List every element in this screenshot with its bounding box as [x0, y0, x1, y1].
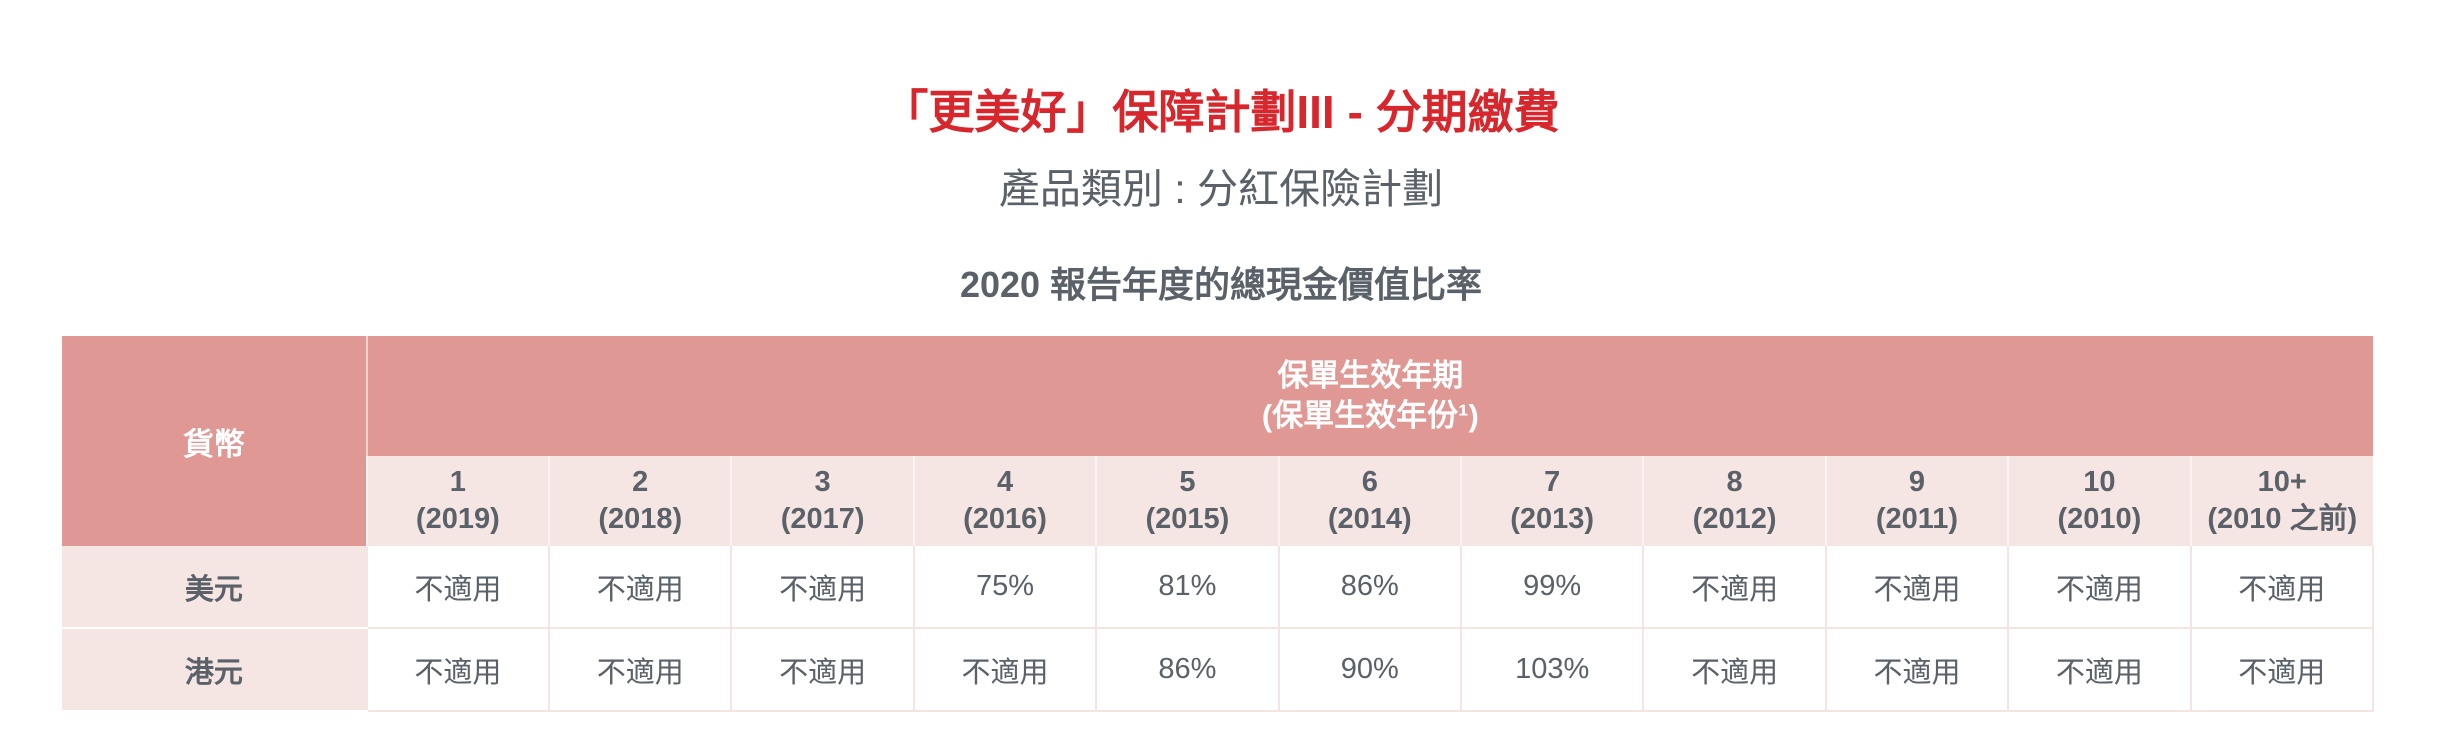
cash-value-table-container: 貨幣 保單生效年期 (保單生效年份¹) 1 (2019) 2 (2018) 3 (2017…: [62, 336, 2375, 712]
policy-year-header-line1: 保單生效年期: [1277, 358, 1464, 393]
cash-value-ratio-cell: 不適用: [912, 628, 1097, 712]
plan-title: 「更美好」保障計劃III - 分期繳費: [882, 86, 1560, 138]
policy-issue-year: (2012): [1692, 503, 1777, 535]
policy-issue-year: (2016): [963, 503, 1047, 535]
cash-value-ratio-cell: 不適用: [730, 628, 914, 712]
policy-year-number: 10+: [2257, 466, 2307, 498]
cash-value-ratio-cell: 不適用: [2189, 628, 2375, 712]
cash-value-ratio-cell: 不適用: [548, 628, 732, 712]
year-column-header: 7 (2013): [1459, 456, 1644, 546]
year-column-header: 1 (2019): [365, 456, 550, 546]
year-column-header: 10 (2010): [2007, 456, 2191, 546]
table-row: 港元 不適用 不適用 不適用 不適用 86% 90% 103% 不適用 不適用 不適用 不適用: [62, 628, 2375, 712]
year-column-header: 8 (2012): [1642, 456, 1826, 546]
table-body: 美元 不適用 不適用 不適用 75% 81% 86% 99% 不適用 不適用 不適用 不適用 港元 不適用…: [62, 546, 2375, 712]
year-column-header: 6 (2014): [1277, 456, 1461, 546]
year-column-header: 9 (2011): [1824, 456, 2009, 546]
table-title: 2020 報告年度的總現金價值比率: [959, 264, 1483, 305]
year-column-header: 3 (2017): [730, 456, 914, 546]
policy-year-number: 5: [1179, 466, 1196, 498]
policy-year-number: 3: [814, 466, 831, 498]
policy-year-number: 7: [1544, 466, 1561, 498]
policy-issue-year: (2019): [415, 503, 500, 535]
year-column-header: 5 (2015): [1095, 456, 1279, 546]
policy-year-number: 10: [2083, 466, 2116, 498]
policy-year-header-line2: (保單生效年份¹): [1261, 398, 1479, 433]
cash-value-ratio-cell: 75%: [912, 546, 1097, 629]
policy-year-number: 4: [996, 466, 1014, 498]
cash-value-ratio-cell: 不適用: [365, 546, 550, 629]
policy-issue-year: (2010 之前): [2207, 503, 2358, 535]
year-column-header: 10+ (2010 之前): [2189, 456, 2373, 546]
cash-value-ratio-cell: 103%: [1459, 628, 1644, 712]
cash-value-table: 貨幣 保單生效年期 (保單生效年份¹) 1 (2019) 2 (2018) 3 (2017…: [62, 336, 2375, 712]
cash-value-ratio-cell: 不適用: [1824, 546, 2009, 629]
policy-year-number: 2: [632, 466, 649, 498]
cash-value-ratio-cell: 不適用: [548, 546, 732, 629]
cash-value-ratio-cell: 不適用: [1642, 628, 1826, 712]
cash-value-ratio-cell: 不適用: [2007, 546, 2191, 629]
cash-value-ratio-cell: 86%: [1277, 546, 1461, 629]
year-column-header: 2 (2018): [548, 456, 732, 546]
year-column-header: 4 (2016): [912, 456, 1097, 546]
cash-value-ratio-cell: 不適用: [1642, 546, 1826, 629]
cash-value-ratio-cell: 86%: [1095, 628, 1279, 712]
policy-year-number: 9: [1908, 466, 1926, 498]
table-row: 美元 不適用 不適用 不適用 75% 81% 86% 99% 不適用 不適用 不適用 不適用: [62, 546, 2375, 629]
policy-year-number: 1: [449, 466, 466, 498]
policy-issue-year: (2011): [1875, 503, 1959, 535]
policy-year-number: 8: [1726, 466, 1743, 498]
cash-value-ratio-cell: 90%: [1277, 628, 1461, 712]
cash-value-ratio-cell: 99%: [1459, 546, 1644, 629]
policy-issue-year: (2013): [1510, 503, 1595, 535]
policy-issue-year: (2017): [780, 503, 865, 535]
cash-value-ratio-cell: 不適用: [730, 546, 914, 629]
policy-year-number: 6: [1361, 466, 1378, 498]
cash-value-ratio-cell: 不適用: [1824, 628, 2009, 712]
currency-label: 美元: [62, 546, 367, 629]
cash-value-ratio-cell: 不適用: [2189, 546, 2375, 629]
currency-header: 貨幣: [62, 336, 367, 546]
cash-value-ratio-cell: 不適用: [2007, 628, 2191, 712]
policy-issue-year: (2015): [1145, 503, 1230, 535]
policy-year-header: 保單生效年期 (保單生效年份¹): [365, 336, 2373, 456]
policy-issue-year: (2014): [1327, 503, 1412, 535]
currency-label: 港元: [62, 628, 367, 712]
policy-issue-year: (2010): [2057, 503, 2142, 535]
product-category: 產品類別 : 分紅保險計劃: [998, 166, 1444, 212]
year-header-row: 1 (2019) 2 (2018) 3 (2017) 4 (2016) 5 (2015) 6 (201…: [62, 456, 2373, 546]
cash-value-ratio-cell: 81%: [1095, 546, 1279, 629]
cash-value-ratio-cell: 不適用: [365, 628, 550, 712]
policy-issue-year: (2018): [598, 503, 683, 535]
